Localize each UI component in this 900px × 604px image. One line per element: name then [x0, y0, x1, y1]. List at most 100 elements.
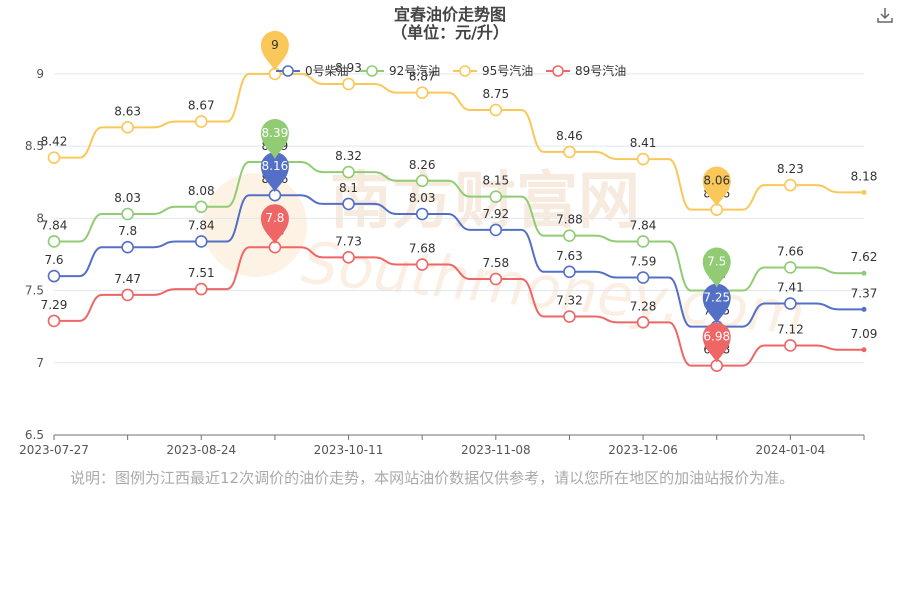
data-point[interactable]	[489, 223, 503, 237]
series-line	[54, 161, 864, 292]
data-point[interactable]	[636, 271, 650, 284]
data-label: 8.67	[188, 99, 215, 113]
data-point[interactable]	[121, 121, 134, 134]
pin-label: 8.06	[703, 174, 730, 188]
y-tick-label: 9	[36, 67, 44, 81]
data-point[interactable]	[784, 261, 797, 274]
data-label: 7.88	[556, 213, 583, 227]
download-icon[interactable]	[876, 6, 894, 24]
max-pin: 9	[260, 30, 289, 71]
data-label: 7.73	[335, 234, 362, 248]
pin-label: 7.8	[265, 211, 284, 225]
pin-shape	[702, 247, 731, 288]
data-point[interactable]	[563, 145, 576, 159]
data-label: 7.59	[630, 255, 657, 269]
data-point[interactable]	[415, 207, 429, 221]
series-line	[54, 246, 864, 367]
data-point[interactable]	[861, 306, 867, 312]
data-point[interactable]	[342, 77, 355, 91]
y-tick-label: 6.5	[25, 428, 44, 442]
pin-label: 6.98	[703, 330, 730, 344]
data-point[interactable]	[47, 269, 61, 283]
legend-item[interactable]: 95号汽油	[453, 63, 533, 78]
data-point[interactable]	[489, 190, 503, 203]
data-point[interactable]	[861, 270, 867, 276]
y-tick-label: 8	[36, 211, 44, 225]
data-label: 7.32	[556, 294, 583, 308]
data-point[interactable]	[121, 240, 134, 254]
data-point[interactable]	[784, 297, 797, 310]
data-label: 7.09	[851, 327, 878, 341]
data-point[interactable]	[861, 189, 867, 195]
legend-swatch-marker	[282, 65, 294, 77]
data-label: 7.84	[188, 218, 215, 232]
data-point[interactable]	[194, 235, 208, 248]
data-label: 7.58	[482, 256, 509, 270]
x-tick-label: 2023-12-06	[608, 443, 678, 457]
data-label: 8.93	[335, 61, 362, 75]
data-point[interactable]	[342, 251, 355, 264]
data-point[interactable]	[489, 272, 503, 286]
legend-item[interactable]: 0号柴油	[276, 64, 349, 78]
data-point[interactable]	[415, 174, 429, 188]
min-pin: 6.98	[702, 322, 731, 363]
pin-shape	[702, 322, 731, 363]
pin-label: 8.16	[262, 159, 289, 173]
data-label: 7.84	[630, 218, 657, 232]
max-pin: 7.8	[260, 204, 289, 245]
data-label: 8.26	[409, 158, 436, 172]
pin-shape	[260, 152, 289, 193]
watermark-cn: 南方财富网	[330, 164, 640, 237]
data-label: 8.18	[851, 169, 878, 183]
data-label: 8.46	[556, 129, 583, 143]
max-pin: 8.39	[260, 119, 289, 159]
data-point[interactable]	[194, 115, 208, 128]
legend[interactable]: 0号柴油 92号汽油 95号汽油 89号汽油	[276, 63, 626, 78]
max-pin: 8.16	[260, 152, 289, 193]
data-point[interactable]	[636, 316, 650, 329]
pins-layer: 8.16 7.25 8.39 7.59 8.06 7.8 6.98	[260, 30, 731, 363]
data-label: 7.84	[41, 218, 68, 232]
data-point[interactable]	[563, 310, 576, 323]
legend-label: 95号汽油	[482, 63, 533, 78]
data-point[interactable]	[636, 235, 650, 248]
chart-subtitle: （单位：元/升）	[391, 23, 509, 42]
data-labels: 7.6 7.8 7.84 8.16 8.1 8.03 7.92 7.63 7.59 7.25 7.4…	[41, 51, 878, 357]
data-point[interactable]	[563, 229, 576, 242]
legend-item[interactable]: 89号汽油	[546, 63, 626, 78]
data-point[interactable]	[342, 165, 355, 179]
data-point[interactable]	[636, 152, 650, 166]
data-point[interactable]	[415, 86, 429, 99]
data-point[interactable]	[784, 178, 797, 192]
data-point[interactable]	[861, 347, 867, 353]
data-point[interactable]	[47, 235, 61, 248]
series-line	[54, 194, 864, 328]
data-label: 8.08	[188, 184, 215, 198]
x-tick-label: 2023-08-24	[166, 443, 236, 457]
data-label: 7.47	[114, 272, 141, 286]
data-point[interactable]	[489, 103, 503, 117]
legend-label: 0号柴油	[305, 64, 349, 78]
data-point[interactable]	[415, 258, 429, 271]
data-point[interactable]	[47, 151, 61, 164]
data-label: 7.41	[777, 281, 804, 295]
data-label: 8.63	[114, 104, 141, 118]
data-point[interactable]	[194, 282, 208, 296]
data-label: 7.51	[188, 266, 215, 280]
data-point[interactable]	[47, 314, 61, 328]
data-point[interactable]	[194, 200, 208, 214]
data-point[interactable]	[121, 207, 134, 221]
data-point[interactable]	[342, 197, 355, 211]
legend-item[interactable]: 92号汽油	[360, 63, 440, 78]
series-layer	[47, 67, 867, 372]
data-point[interactable]	[563, 265, 576, 279]
data-label: 8.87	[409, 70, 436, 84]
data-point[interactable]	[784, 339, 797, 352]
data-point[interactable]	[121, 288, 134, 302]
data-label: 8.41	[630, 136, 657, 150]
pin-label: 7.25	[703, 291, 730, 305]
data-label: 8.1	[339, 181, 358, 195]
data-label: 7.62	[851, 250, 878, 264]
data-label: 8.32	[335, 149, 362, 163]
